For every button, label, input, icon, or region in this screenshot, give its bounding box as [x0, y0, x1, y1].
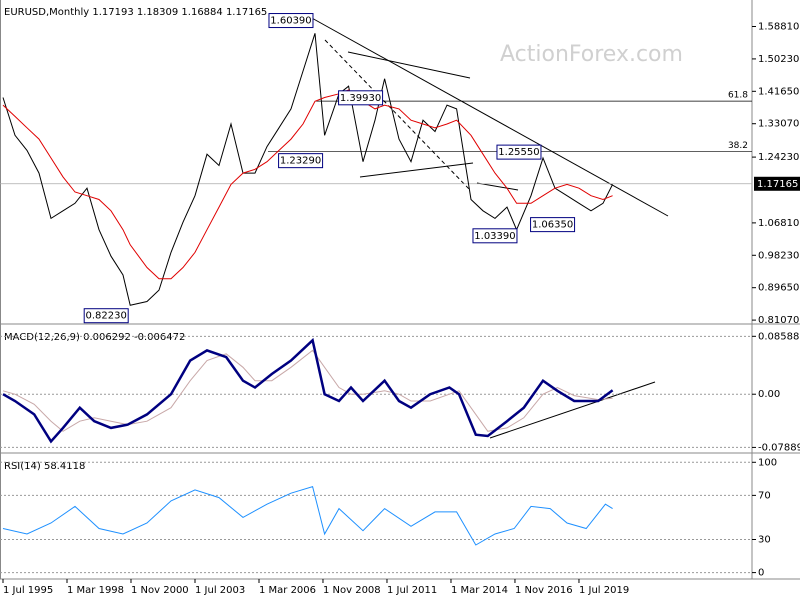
price-label-box [496, 144, 542, 160]
price-label-box [83, 308, 129, 324]
last-price-box [754, 176, 800, 191]
panel-title: EURUSD,Monthly 1.17193 1.18309 1.16884 1… [4, 7, 267, 18]
y-tick-label: 0 [758, 568, 764, 579]
y-tick-label: 70 [758, 490, 771, 501]
trend-line [347, 51, 471, 79]
y-tick-label: 0.00 [758, 389, 780, 400]
trend-line [476, 182, 519, 191]
y-tick-label: 1.24230 [758, 152, 799, 163]
y-tick-label: 1.41650 [758, 86, 799, 97]
y-tick-label: 1.50230 [758, 54, 799, 65]
x-tick-label: 1 Nov 2008 [323, 585, 381, 596]
x-tick-label: 1 Mar 2014 [451, 585, 508, 596]
price-label: 0.82230 [86, 311, 127, 322]
x-tick-label: 1 Mar 1998 [67, 585, 124, 596]
price-label-box [338, 90, 384, 106]
price-label: 1.25550 [498, 147, 539, 158]
series-line [2, 89, 613, 280]
fib-label: 61.8 [728, 91, 748, 101]
x-tick-label: 1 Nov 2016 [515, 585, 573, 596]
series-line [2, 33, 614, 306]
y-tick-label: -0.078894 [758, 442, 800, 453]
x-tick-label: 1 Jul 1995 [3, 585, 53, 596]
y-tick-label: 0.98230 [758, 250, 799, 261]
y-tick-label: 0.81070 [758, 315, 799, 326]
y-tick-label: 0.085885 [758, 331, 800, 342]
price-label-box [530, 217, 576, 233]
price-label: 1.23290 [280, 156, 321, 167]
x-tick-label: 1 Nov 2000 [131, 585, 189, 596]
fib-label: 38.2 [728, 141, 748, 151]
price-label-box [278, 153, 324, 169]
x-tick-label: 1 Jul 2003 [195, 585, 245, 596]
price-label: 1.03390 [474, 231, 515, 242]
y-tick-label: 30 [758, 535, 771, 546]
y-tick-label: 0.89650 [758, 283, 799, 294]
y-tick-label: 1.06810 [758, 218, 799, 229]
price-label: 1.60390 [270, 16, 311, 27]
panel-title: MACD(12,26,9) 0.006292 -0.006472 [4, 332, 185, 343]
y-tick-label: 100 [758, 457, 777, 468]
trend-line [309, 16, 669, 217]
trend-line [359, 162, 474, 178]
price-label: 1.39930 [340, 93, 381, 104]
y-tick-label: 1.33070 [758, 119, 799, 130]
price-label: 1.06350 [532, 220, 573, 231]
panel-title: RSI(14) 58.4118 [4, 461, 85, 472]
series-line [2, 337, 614, 444]
watermark: ActionForex.com [500, 42, 683, 67]
y-tick-label: 1.58810 [758, 22, 799, 33]
last-price-label: 1.17165 [757, 179, 798, 190]
x-tick-label: 1 Jul 2019 [579, 585, 629, 596]
price-label-box [268, 13, 314, 29]
x-tick-label: 1 Jul 2011 [387, 585, 437, 596]
trend-line [489, 381, 656, 439]
series-line [2, 485, 613, 546]
price-label-box [472, 228, 518, 244]
x-tick-label: 1 Mar 2006 [259, 585, 316, 596]
series-line [2, 349, 613, 432]
